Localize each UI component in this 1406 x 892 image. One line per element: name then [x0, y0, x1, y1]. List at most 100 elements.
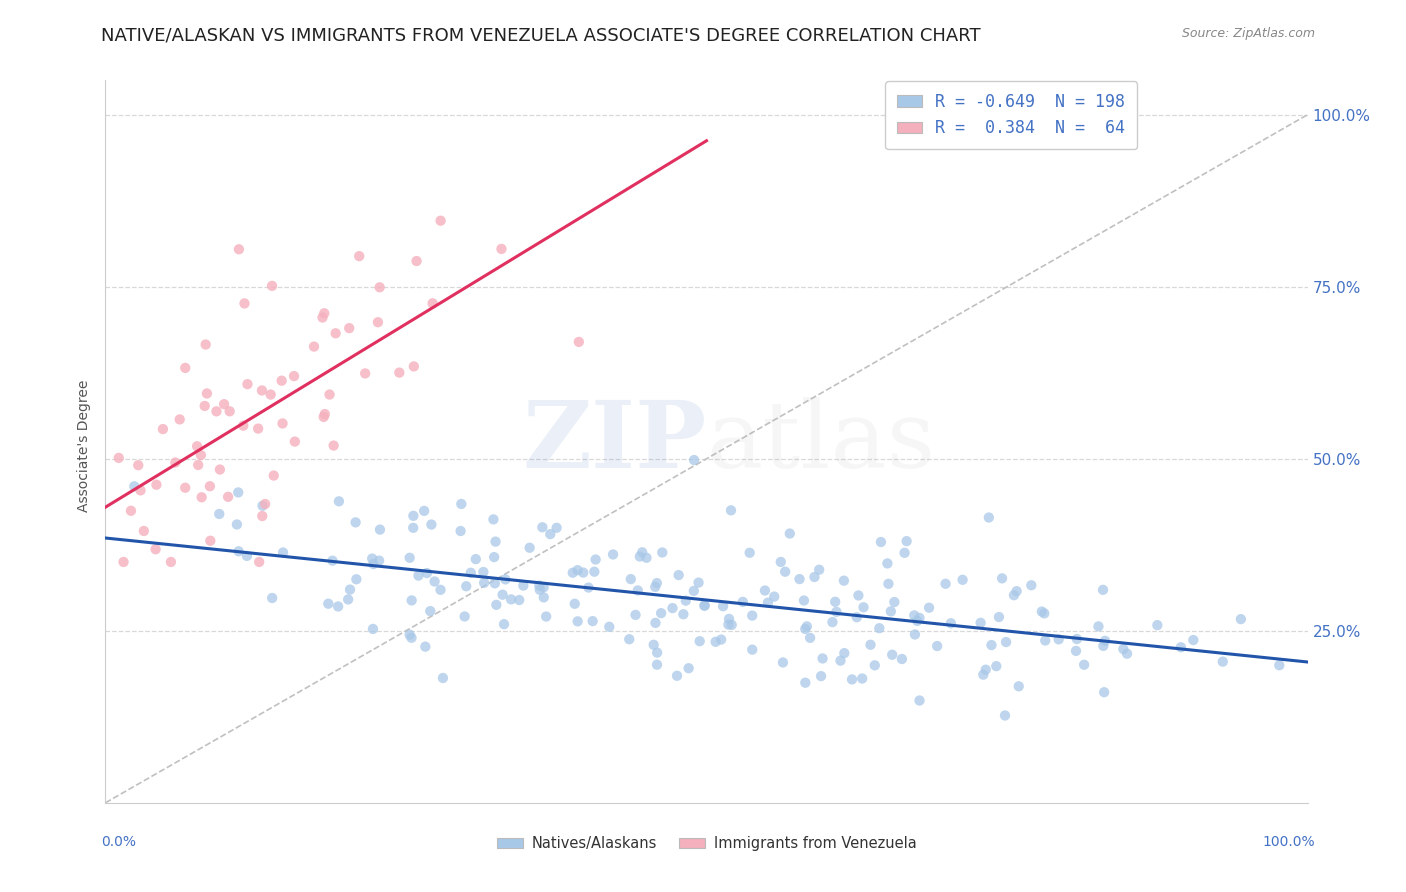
Point	[675, 593, 697, 607]
Point	[977, 510, 1000, 524]
Point	[354, 367, 377, 381]
Point	[218, 404, 240, 418]
Point	[832, 574, 855, 588]
Point	[980, 638, 1002, 652]
Point	[328, 599, 350, 614]
Point	[432, 671, 454, 685]
Point	[561, 566, 583, 580]
Point	[160, 555, 183, 569]
Point	[756, 596, 779, 610]
Point	[429, 213, 451, 227]
Point	[112, 555, 135, 569]
Point	[491, 588, 513, 602]
Point	[252, 499, 274, 513]
Point	[314, 306, 336, 320]
Point	[1064, 644, 1087, 658]
Point	[1073, 657, 1095, 672]
Point	[688, 575, 710, 590]
Point	[402, 508, 425, 523]
Point	[262, 278, 284, 293]
Point	[1087, 619, 1109, 633]
Point	[205, 404, 228, 418]
Point	[1008, 679, 1031, 693]
Point	[450, 497, 472, 511]
Point	[195, 386, 218, 401]
Point	[643, 638, 665, 652]
Point	[546, 521, 568, 535]
Point	[450, 524, 472, 538]
Point	[808, 563, 831, 577]
Point	[711, 599, 734, 614]
Point	[693, 599, 716, 613]
Point	[754, 583, 776, 598]
Point	[361, 622, 384, 636]
Point	[347, 249, 370, 263]
Point	[1092, 639, 1115, 653]
Point	[731, 595, 754, 609]
Point	[969, 615, 991, 630]
Point	[789, 572, 811, 586]
Point	[344, 516, 367, 530]
Point	[987, 610, 1010, 624]
Point	[429, 582, 451, 597]
Point	[252, 509, 274, 524]
Point	[793, 593, 815, 607]
Point	[519, 541, 541, 555]
Point	[908, 611, 931, 625]
Point	[863, 658, 886, 673]
Point	[870, 535, 893, 549]
Point	[627, 583, 650, 598]
Point	[799, 631, 821, 645]
Point	[1146, 618, 1168, 632]
Point	[882, 648, 904, 662]
Point	[582, 614, 605, 628]
Point	[876, 557, 898, 571]
Point	[880, 604, 903, 618]
Point	[952, 573, 974, 587]
Point	[145, 477, 167, 491]
Point	[165, 455, 187, 469]
Point	[339, 582, 361, 597]
Point	[905, 614, 928, 628]
Point	[228, 242, 250, 256]
Point	[302, 340, 325, 354]
Point	[651, 545, 673, 559]
Point	[645, 646, 668, 660]
Point	[368, 280, 391, 294]
Point	[472, 565, 495, 579]
Point	[769, 555, 792, 569]
Point	[1112, 642, 1135, 657]
Point	[1116, 647, 1139, 661]
Point	[644, 615, 666, 630]
Point	[491, 242, 513, 256]
Point	[803, 570, 825, 584]
Point	[1092, 685, 1115, 699]
Point	[263, 468, 285, 483]
Point	[232, 418, 254, 433]
Point	[318, 387, 340, 401]
Point	[484, 576, 506, 591]
Point	[120, 504, 142, 518]
Point	[271, 545, 294, 559]
Point	[420, 517, 443, 532]
Point	[456, 579, 478, 593]
Point	[578, 581, 600, 595]
Point	[529, 582, 551, 597]
Point	[852, 600, 875, 615]
Point	[794, 675, 817, 690]
Point	[321, 554, 343, 568]
Point	[208, 507, 231, 521]
Point	[226, 485, 249, 500]
Point	[402, 359, 425, 374]
Point	[405, 254, 427, 268]
Point	[484, 534, 506, 549]
Point	[1047, 632, 1070, 647]
Point	[398, 628, 420, 642]
Point	[284, 434, 307, 449]
Point	[174, 481, 197, 495]
Point	[533, 580, 555, 594]
Point	[645, 657, 668, 672]
Point	[585, 552, 607, 566]
Point	[974, 663, 997, 677]
Point	[935, 576, 957, 591]
